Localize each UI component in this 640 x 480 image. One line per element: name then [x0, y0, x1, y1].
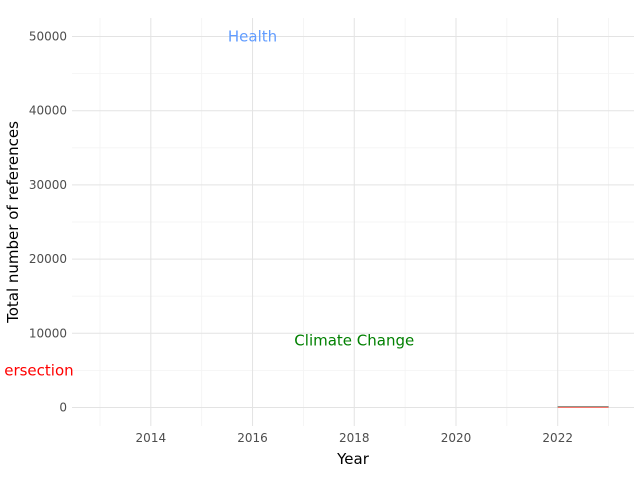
annotation-label: Climate Change — [294, 332, 414, 350]
series-layer — [557, 406, 609, 409]
x-tick-label: 2014 — [136, 431, 167, 445]
y-axis-label: Total number of references — [4, 121, 22, 324]
y-tick-label: 40000 — [29, 104, 67, 118]
x-tick-label: 2018 — [339, 431, 370, 445]
y-tick-label: 50000 — [29, 30, 67, 44]
x-axis-label: Year — [336, 450, 370, 468]
annotations: Health Climate Change ersection — [4, 28, 414, 380]
x-tick-label: 2016 — [237, 431, 268, 445]
annotation-label: ersection — [4, 361, 73, 379]
x-tick-label: 2020 — [441, 431, 472, 445]
y-tick-label: 20000 — [29, 252, 67, 266]
x-tick-label: 2022 — [542, 431, 573, 445]
y-tick-label: 30000 — [29, 178, 67, 192]
grid — [72, 18, 634, 426]
y-tick-labels: 0 10000 20000 30000 40000 50000 — [29, 30, 67, 415]
y-tick-label: 0 — [59, 400, 67, 414]
y-tick-label: 10000 — [29, 326, 67, 340]
annotation-label: Health — [228, 28, 277, 46]
x-tick-labels: 2014 2016 2018 2020 2022 — [136, 431, 573, 445]
